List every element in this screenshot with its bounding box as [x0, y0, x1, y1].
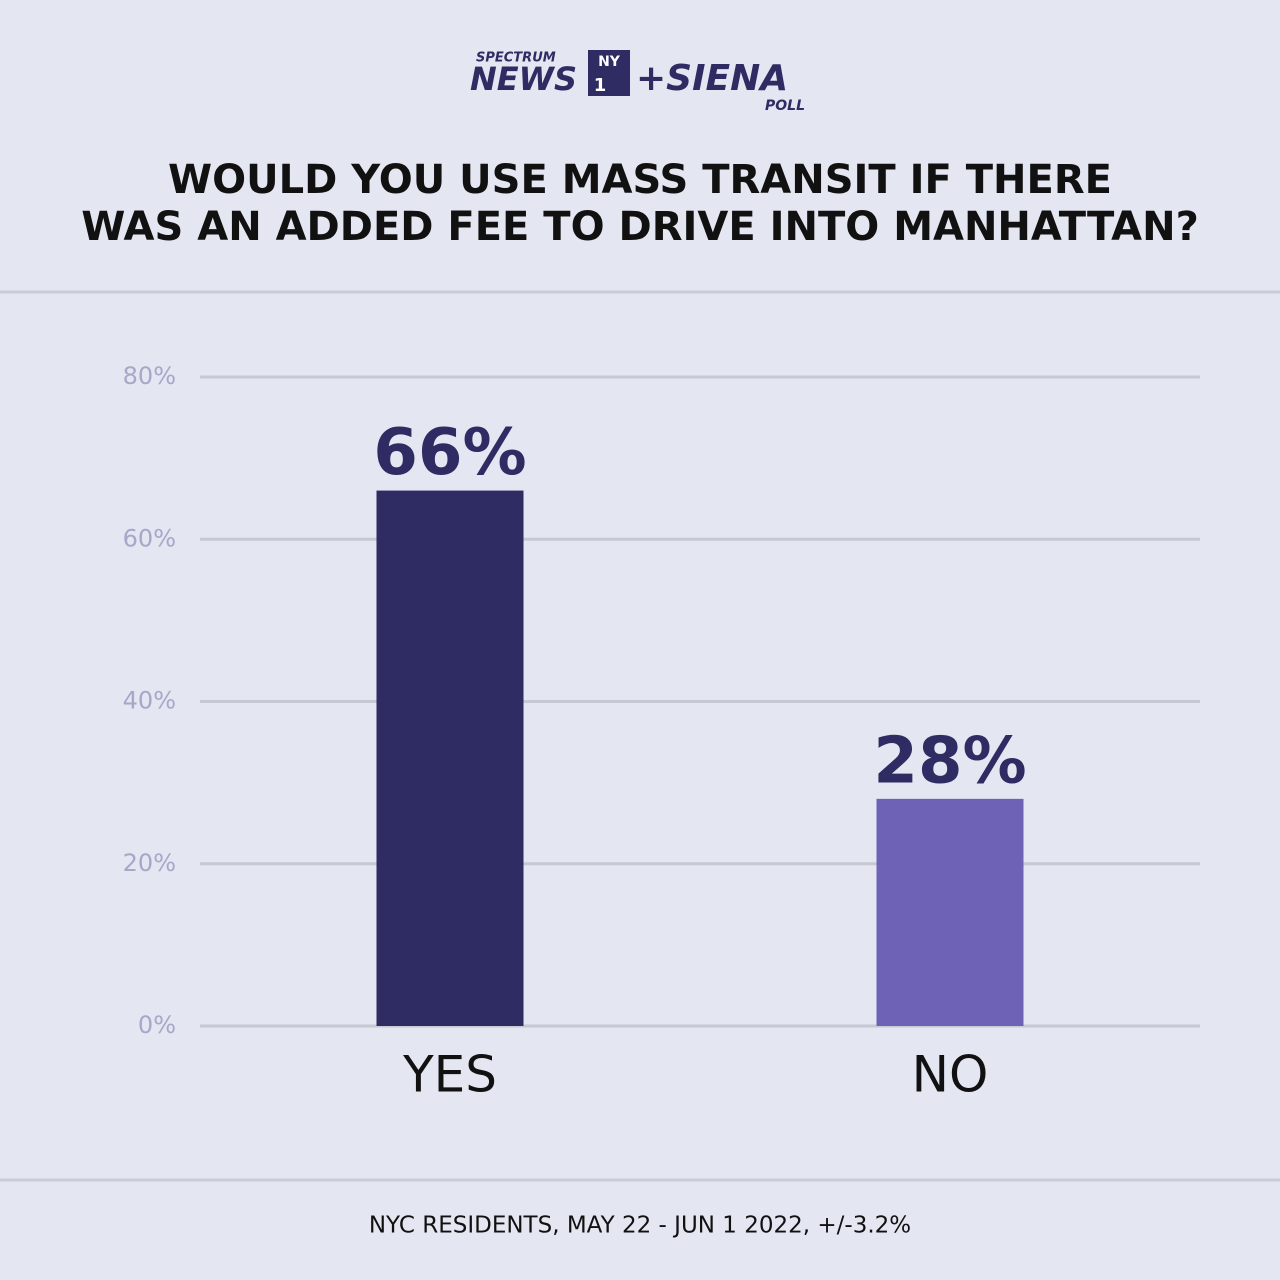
logo: SPECTRUM NEWS NY 1 +SIENA POLL [470, 50, 805, 114]
x-tick-label: YES [402, 1046, 497, 1104]
y-tick-label: 20% [123, 849, 176, 877]
y-tick-label: 0% [138, 1011, 176, 1039]
logo-partner: +SIENA [636, 58, 788, 99]
logo-box-bottom: 1 [594, 75, 607, 96]
logo-box-top: NY [598, 54, 621, 70]
logo-top: SPECTRUM [476, 51, 556, 66]
logo-sub: POLL [765, 98, 805, 114]
value-label: 66% [373, 416, 526, 490]
footnote: NYC RESIDENTS, MAY 22 - JUN 1 2022, +/-3… [369, 1213, 911, 1239]
chart-title: WOULD YOU USE MASS TRANSIT IF THERE [168, 157, 1112, 203]
value-label: 28% [873, 724, 1026, 798]
y-tick-label: 80% [123, 362, 176, 390]
bar [876, 798, 1024, 1026]
logo-main: NEWS [470, 60, 577, 98]
bar [376, 490, 524, 1026]
y-tick-label: 60% [123, 524, 176, 552]
x-tick-label: NO [912, 1046, 989, 1104]
y-tick-label: 40% [123, 687, 176, 715]
chart-title: WAS AN ADDED FEE TO DRIVE INTO MANHATTAN… [81, 204, 1199, 250]
logo-box [588, 50, 630, 96]
